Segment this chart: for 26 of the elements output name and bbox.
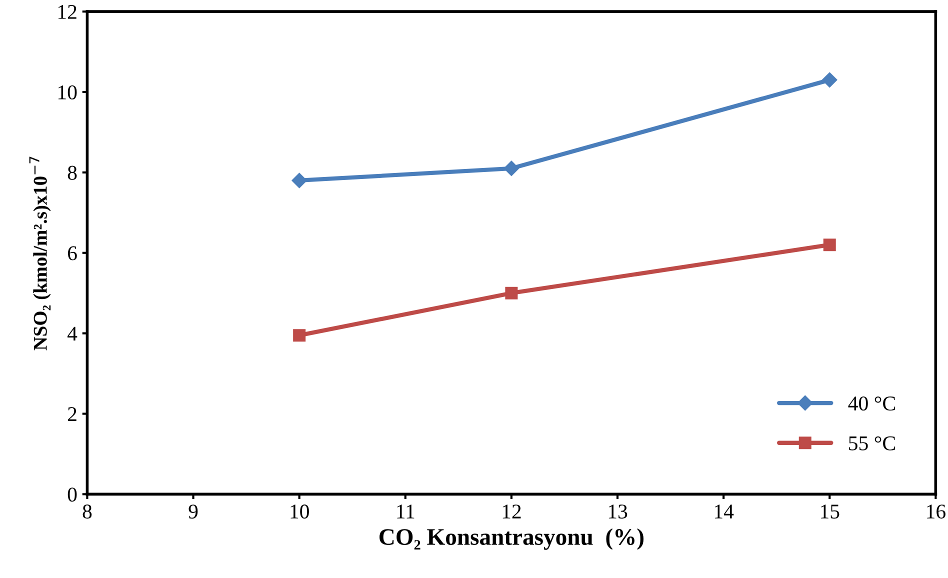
x-tick-label: 16 [927, 504, 946, 519]
y-tick-label: 2 [68, 407, 76, 421]
y-tick-label: 8 [68, 166, 77, 180]
y-tick-label: 6 [68, 246, 77, 260]
x-tick-label: 12 [502, 504, 521, 518]
y-tick-label: 12 [58, 4, 76, 19]
legend-label: 40 °C [848, 396, 895, 411]
point [504, 160, 520, 176]
x-tick-label: 9 [188, 504, 198, 519]
point [823, 238, 836, 252]
x-tick-label: 10 [290, 504, 309, 519]
x-tick-label: 13 [608, 504, 628, 519]
point [292, 172, 307, 188]
point [293, 329, 306, 342]
legend-label: 55 °C [849, 436, 895, 450]
x-tick-label: 8 [82, 504, 92, 519]
x-tick-label: 15 [821, 504, 840, 519]
point [505, 286, 518, 300]
y-tick-label: 10 [58, 85, 77, 100]
x-tick-label: 14 [714, 504, 734, 518]
x-axis-title: CO₂ Konsantrasyonu (%) [380, 528, 644, 550]
point [822, 72, 838, 88]
y-axis-title: NSO₂ (kmol/m².s)x10$^{−7}$ [29, 156, 51, 350]
x-tick-label: 11 [397, 504, 414, 518]
y-tick-label: 4 [67, 326, 78, 341]
y-tick-label: 0 [68, 488, 77, 502]
